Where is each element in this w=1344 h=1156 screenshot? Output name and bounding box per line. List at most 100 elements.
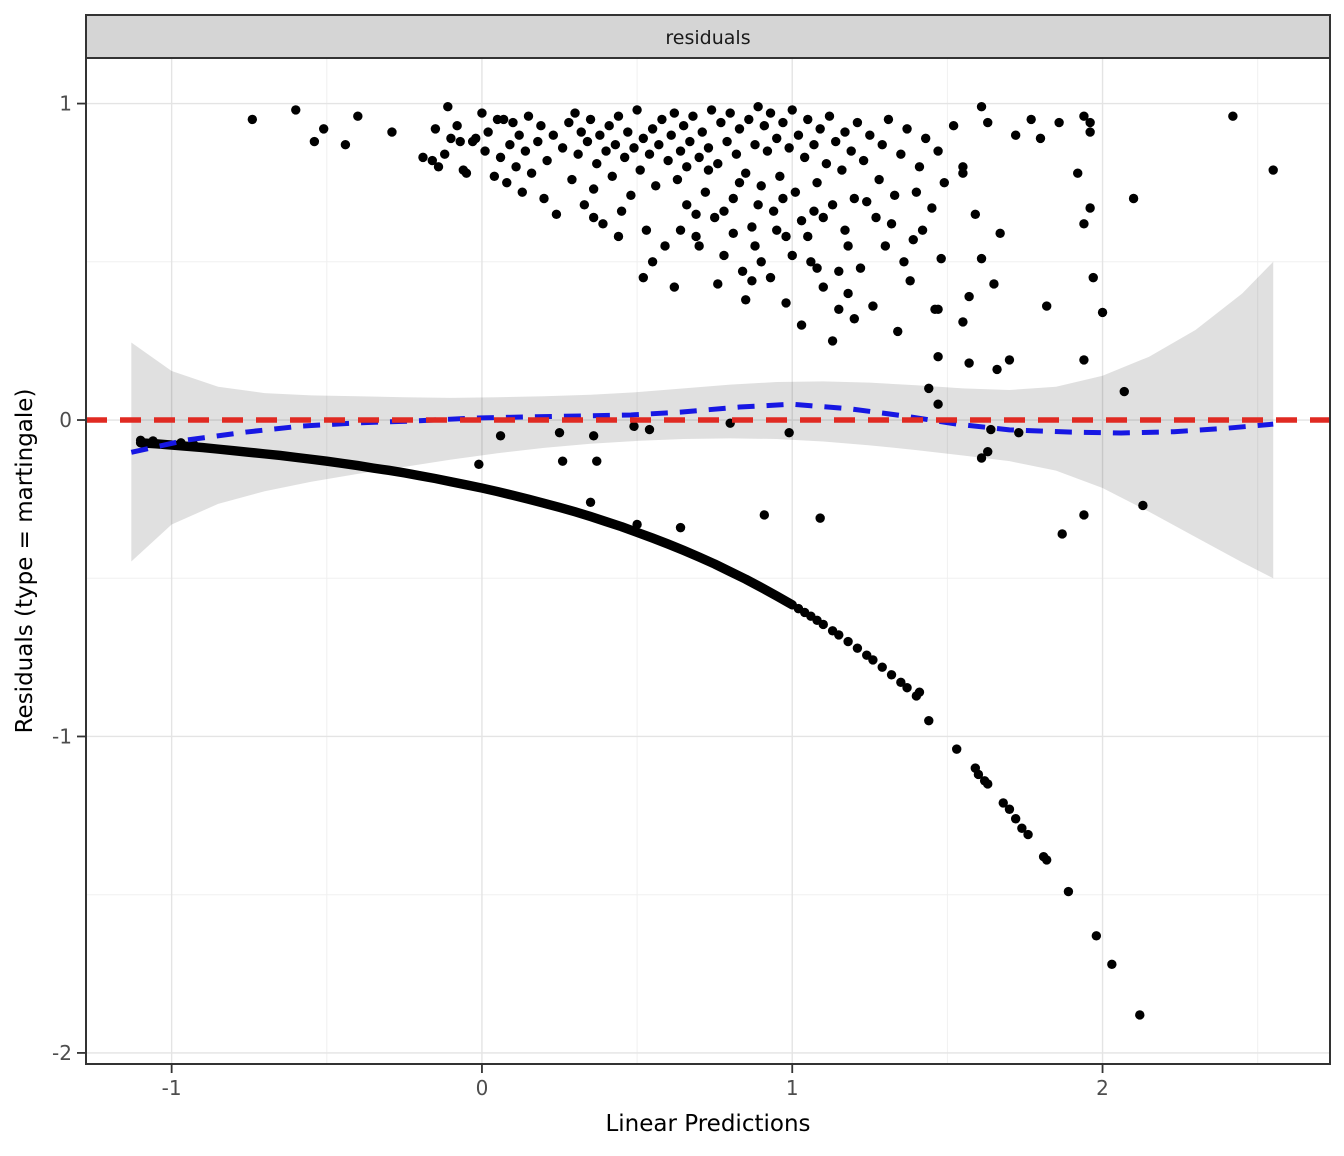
data-point (964, 291, 974, 302)
data-point (387, 127, 397, 137)
data-point (852, 643, 863, 653)
data-point (753, 102, 763, 112)
data-point (759, 121, 770, 131)
data-point (855, 263, 866, 273)
data-point (672, 174, 683, 185)
data-point (970, 209, 981, 220)
data-point (958, 317, 968, 327)
data-point (1041, 855, 1052, 865)
data-point (440, 149, 450, 159)
data-point (750, 140, 760, 150)
data-point (644, 149, 655, 159)
data-point (815, 513, 825, 523)
x-axis-title: Linear Predictions (605, 1111, 810, 1137)
data-point (709, 212, 720, 223)
data-point (719, 250, 729, 261)
data-point (526, 168, 537, 178)
data-point (827, 200, 838, 210)
data-point (728, 193, 738, 204)
data-point (641, 225, 652, 235)
data-point (886, 670, 897, 680)
data-point (1004, 804, 1015, 814)
data-point (837, 165, 847, 175)
data-point (660, 241, 670, 251)
data-point (992, 364, 1002, 375)
data-point (498, 114, 509, 125)
data-point (889, 190, 900, 201)
data-point (976, 102, 987, 112)
data-point (1079, 111, 1089, 121)
data-point (1085, 117, 1095, 128)
y-tick-label: -2 (52, 1041, 72, 1065)
data-point (784, 143, 794, 153)
data-point (986, 424, 996, 435)
data-point (135, 435, 146, 445)
data-point (815, 124, 825, 134)
data-point (877, 140, 887, 150)
data-point (483, 127, 493, 137)
x-tick-label: -1 (162, 1076, 182, 1100)
data-point (849, 314, 860, 324)
y-axis-title: Residuals (type = martingale) (12, 389, 38, 734)
data-point (548, 130, 559, 140)
data-point (474, 459, 484, 470)
data-point (675, 225, 686, 235)
data-point (843, 241, 853, 251)
data-point (1138, 500, 1148, 511)
data-point (644, 424, 655, 435)
data-point (666, 130, 676, 140)
data-point (1017, 823, 1027, 833)
data-point (840, 225, 850, 235)
data-point (309, 136, 320, 147)
data-point (629, 421, 639, 432)
data-point (632, 519, 642, 530)
data-point (582, 136, 593, 147)
data-point (812, 263, 822, 273)
data-point (803, 231, 813, 242)
data-point (520, 146, 531, 156)
data-point (728, 228, 738, 239)
data-point (747, 222, 757, 232)
data-point (737, 266, 748, 276)
data-point (834, 266, 844, 276)
data-point (1010, 814, 1021, 824)
data-point (862, 196, 872, 207)
data-point (564, 117, 574, 128)
data-point (741, 168, 751, 178)
data-point (495, 152, 506, 163)
data-point (809, 140, 819, 150)
data-point (694, 152, 704, 163)
data-point (731, 149, 742, 159)
data-point (489, 171, 500, 182)
data-point (983, 117, 993, 128)
data-point (939, 177, 949, 188)
data-point (703, 143, 714, 153)
data-point (1004, 355, 1015, 365)
data-point (567, 174, 577, 185)
data-point (868, 655, 878, 665)
data-point (989, 279, 999, 289)
data-point (772, 225, 782, 235)
data-point (557, 456, 568, 466)
data-point (778, 193, 788, 204)
data-point (691, 209, 701, 220)
data-point (1107, 959, 1117, 970)
data-point (716, 117, 726, 128)
data-point (812, 177, 822, 188)
data-point (579, 200, 590, 210)
data-point (747, 276, 757, 286)
data-point (803, 114, 813, 125)
data-point (247, 114, 258, 125)
data-point (461, 168, 472, 178)
data-point (1054, 117, 1064, 128)
data-point (933, 146, 943, 156)
data-point (781, 231, 791, 242)
data-point (896, 149, 906, 159)
data-point (843, 288, 853, 299)
data-point (768, 206, 779, 216)
data-point (914, 687, 925, 697)
data-point (480, 146, 490, 156)
data-point (477, 108, 487, 118)
data-point (1079, 219, 1089, 229)
